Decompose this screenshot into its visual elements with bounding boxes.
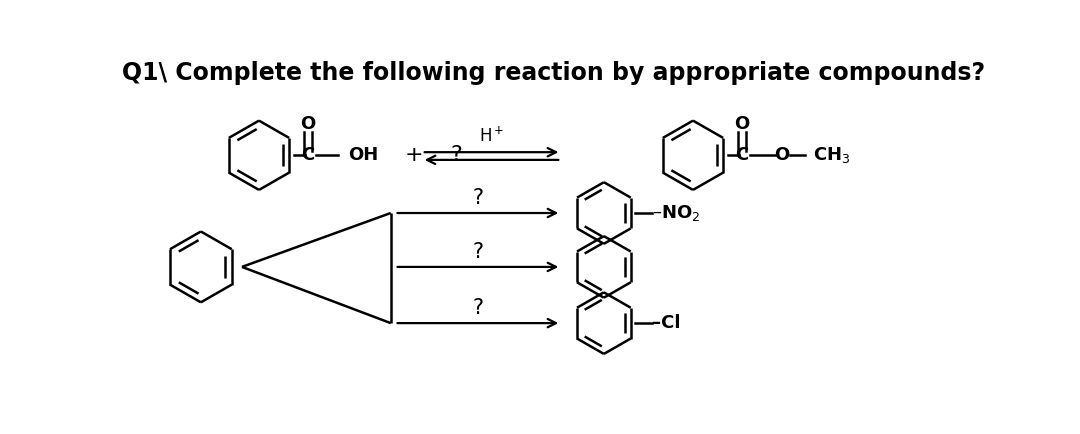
- Text: ?: ?: [472, 187, 484, 207]
- Text: Q1\ Complete the following reaction by appropriate compounds?: Q1\ Complete the following reaction by a…: [122, 61, 985, 85]
- Text: OH: OH: [348, 146, 378, 164]
- Text: ?: ?: [450, 145, 462, 165]
- Text: O: O: [774, 146, 789, 164]
- Text: ?: ?: [472, 298, 484, 318]
- Text: ?: ?: [472, 241, 484, 262]
- Text: O: O: [300, 115, 315, 134]
- Text: H$^+$: H$^+$: [478, 126, 504, 145]
- Text: O: O: [734, 115, 750, 134]
- Text: +: +: [405, 145, 423, 165]
- Text: CH$_3$: CH$_3$: [813, 145, 851, 165]
- Text: C: C: [301, 146, 314, 164]
- Text: C: C: [735, 146, 748, 164]
- Text: –Cl: –Cl: [652, 314, 680, 332]
- Text: –NO$_2$: –NO$_2$: [652, 203, 700, 223]
